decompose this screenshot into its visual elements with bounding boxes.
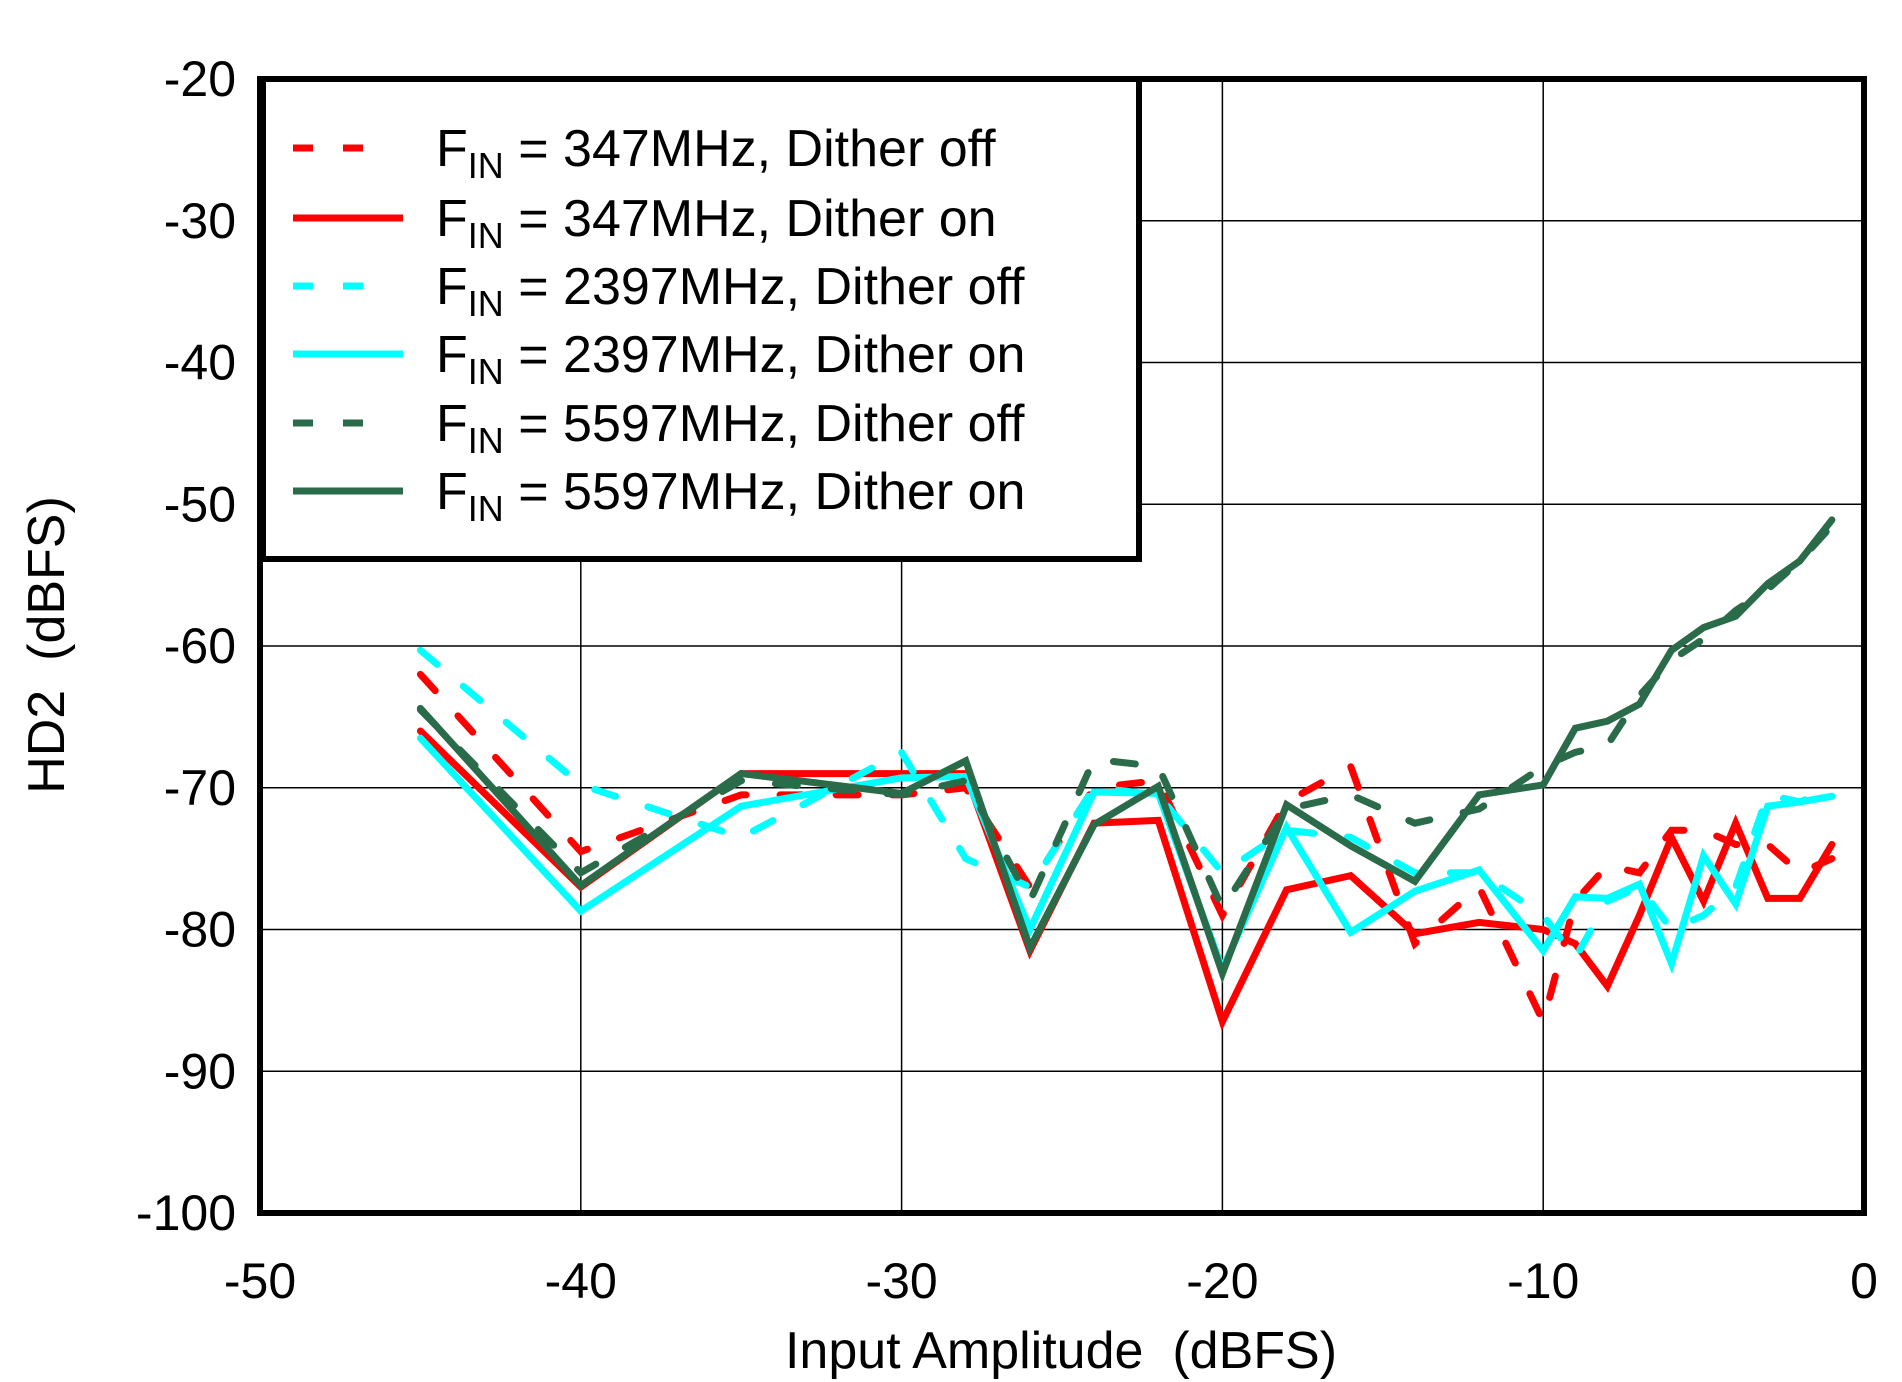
y-axis-label: HD2 (dBFS) [18,496,76,794]
series-line-5 [416,522,1836,916]
series-line-4 [416,734,1836,979]
legend-entry-label: FIN = 2397MHz, Dither off [436,258,1025,324]
y-tick-label: -90 [164,1043,236,1099]
y-tick-label: -20 [164,51,236,107]
legend-entry-label: FIN = 5597MHz, Dither on [436,463,1025,529]
tick-labels: -50 -40 -30 -20 -10 0-20-30-40-50-60-70-80-90… [136,51,1878,1309]
legend-entry-label: FIN = 2397MHz, Dither on [436,326,1025,392]
series-line-1 [416,670,1836,1032]
y-tick-label: -100 [136,1185,236,1241]
y-tick-label: -50 [164,476,236,532]
legend-entry-label: FIN = 5597MHz, Dither off [436,395,1025,461]
x-tick-label: 0 [1850,1253,1878,1309]
x-tick-label: -50 [224,1253,296,1309]
y-tick-label: -70 [164,760,236,816]
x-axis-label: Input Amplitude (dBFS) [785,1322,1337,1380]
series-line-6 [416,516,1836,984]
x-tick-label: -20 [1186,1253,1258,1309]
legend-box [260,76,1142,562]
legend-entry-label: FIN = 347MHz, Dither on [436,190,997,256]
y-tick-label: -40 [164,335,236,391]
series-lines [416,516,1836,1032]
y-tick-label: -60 [164,618,236,674]
y-tick-label: -80 [164,902,236,958]
x-tick-label: -30 [865,1253,937,1309]
y-tick-label: -30 [164,193,236,249]
legend-entry-label: FIN = 347MHz, Dither off [436,120,996,186]
series-line-3 [416,646,1836,965]
x-tick-label: -10 [1507,1253,1579,1309]
x-tick-label: -40 [545,1253,617,1309]
